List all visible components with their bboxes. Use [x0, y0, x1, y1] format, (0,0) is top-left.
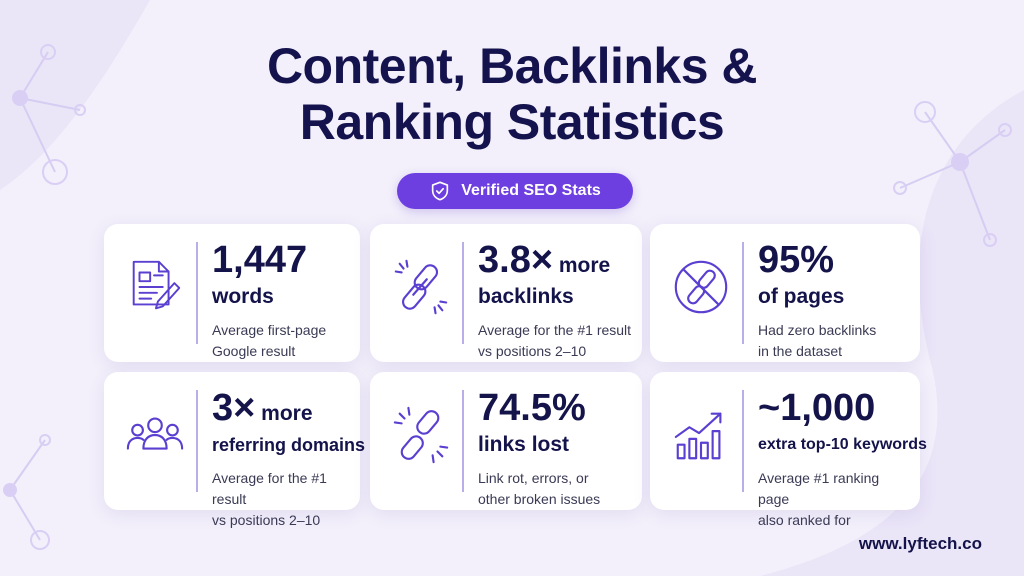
growth-chart-icon — [674, 412, 722, 460]
stat-card-zero-backlinks: 95% of pages Had zero backlinks in the da… — [650, 224, 920, 362]
footer-url[interactable]: www.lyftech.co — [858, 534, 982, 553]
stat-number: 1,447 — [212, 239, 308, 281]
card-divider — [462, 242, 464, 344]
card-divider — [462, 390, 464, 492]
title-line-1: Content, Backlinks & — [266, 38, 758, 94]
broken-link-icon — [393, 406, 449, 464]
stat-label: referring domains — [212, 435, 366, 455]
stat-number: 74.5% — [478, 387, 586, 429]
shield-check-icon — [432, 181, 449, 201]
stat-card-extra-keywords: ~1,000 extra top-10 keywords Average #1 … — [650, 372, 927, 528]
chain-link-icon — [394, 259, 448, 315]
card-divider — [742, 390, 744, 492]
stat-number: ~1,000 — [758, 387, 876, 429]
stat-description: Average for the #1 result vs positions 2–… — [212, 470, 327, 528]
stat-description: Link rot, errors, or other broken issues — [478, 470, 601, 507]
no-link-icon — [674, 260, 728, 314]
stat-card-referring-domains: 3× more referring domains Average for th… — [104, 372, 366, 528]
document-pen-icon — [132, 260, 181, 310]
stat-description: Average for the #1 result vs positions 2–… — [478, 322, 632, 359]
stat-label: extra top-10 keywords — [758, 436, 927, 453]
stat-description: Had zero backlinks in the dataset — [758, 322, 877, 359]
badge-label: Verified SEO Stats — [461, 182, 601, 199]
card-divider — [196, 242, 198, 344]
stat-label: of pages — [758, 285, 845, 308]
stat-description: Average first-page Google result — [212, 322, 327, 359]
stat-label: links lost — [478, 433, 570, 456]
title-line-2: Ranking Statistics — [299, 94, 725, 150]
card-divider — [196, 390, 198, 492]
stat-label: backlinks — [478, 285, 574, 308]
stat-card-words: 1,447 words Average first-page Google res… — [104, 224, 360, 362]
stat-number-suffix: more — [553, 254, 611, 277]
group-people-icon — [126, 417, 184, 450]
stat-number: 3.8× — [478, 239, 554, 281]
verified-badge: Verified SEO Stats — [397, 173, 633, 209]
stat-card-links-lost: 74.5% links lost Link rot, errors, or oth… — [370, 372, 642, 510]
stat-label: words — [212, 285, 274, 308]
stat-number: 95% — [758, 239, 835, 281]
stat-number: 3× — [212, 387, 256, 429]
stat-description: Average #1 ranking page also ranked for — [758, 470, 880, 528]
stat-number-suffix: more — [255, 402, 313, 425]
page-title: Content, Backlinks & Ranking Statistics — [0, 38, 1024, 150]
stat-card-backlinks: 3.8× more backlinks Average for the #1 r… — [370, 224, 642, 362]
card-divider — [742, 242, 744, 344]
